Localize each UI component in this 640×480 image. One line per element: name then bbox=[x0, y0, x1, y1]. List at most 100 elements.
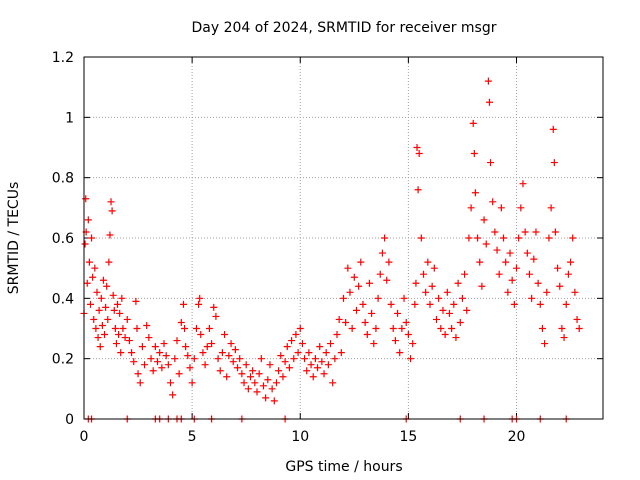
data-point bbox=[97, 294, 105, 302]
data-point bbox=[329, 379, 337, 387]
data-point bbox=[104, 315, 112, 323]
data-point bbox=[285, 364, 293, 372]
x-axis: 0 5 10 15 20 bbox=[80, 57, 525, 445]
y-tick-label: 1.2 bbox=[52, 50, 74, 66]
data-point bbox=[365, 279, 373, 287]
data-point bbox=[81, 240, 89, 248]
x-tick-label: 0 bbox=[80, 429, 89, 445]
data-point bbox=[277, 352, 285, 360]
data-point bbox=[470, 150, 478, 158]
data-point bbox=[558, 325, 566, 332]
data-point bbox=[491, 228, 499, 236]
data-point bbox=[560, 334, 568, 342]
data-point bbox=[301, 355, 309, 363]
data-point bbox=[199, 349, 207, 357]
data-point bbox=[225, 352, 233, 360]
data-point bbox=[162, 352, 170, 360]
data-point bbox=[435, 294, 443, 302]
data-point bbox=[461, 270, 469, 278]
data-point bbox=[94, 334, 102, 342]
data-point bbox=[519, 180, 527, 188]
data-point bbox=[532, 228, 540, 236]
data-point bbox=[426, 300, 434, 308]
data-point bbox=[288, 337, 296, 345]
data-point bbox=[370, 340, 378, 348]
data-point bbox=[234, 364, 242, 372]
data-point bbox=[247, 373, 255, 381]
data-point bbox=[489, 198, 497, 206]
data-point bbox=[83, 279, 91, 287]
y-tick-label: 0.8 bbox=[52, 171, 74, 187]
data-point bbox=[337, 349, 345, 357]
data-point bbox=[523, 249, 531, 257]
data-point bbox=[456, 318, 464, 326]
data-point bbox=[197, 331, 205, 339]
data-point bbox=[154, 358, 162, 366]
data-point bbox=[467, 204, 475, 212]
data-point bbox=[480, 216, 488, 224]
data-point bbox=[322, 349, 330, 357]
data-point bbox=[196, 294, 204, 302]
data-point bbox=[352, 306, 360, 314]
data-point bbox=[340, 294, 347, 302]
data-point bbox=[190, 355, 198, 363]
data-point bbox=[134, 370, 142, 378]
data-point bbox=[575, 325, 583, 332]
data-point bbox=[316, 343, 324, 351]
data-point bbox=[84, 216, 92, 224]
data-point bbox=[102, 303, 110, 311]
data-point bbox=[175, 370, 183, 378]
data-point bbox=[88, 234, 96, 242]
data-point bbox=[114, 300, 122, 308]
data-point bbox=[441, 331, 449, 339]
data-point bbox=[95, 306, 103, 314]
data-point bbox=[381, 234, 389, 242]
y-tick-label: 0 bbox=[65, 412, 74, 428]
data-point bbox=[156, 349, 164, 357]
data-point bbox=[350, 273, 358, 281]
data-point bbox=[500, 234, 508, 242]
data-point bbox=[106, 231, 114, 239]
data-point bbox=[262, 394, 270, 402]
data-point bbox=[91, 264, 99, 272]
data-point bbox=[404, 331, 412, 339]
data-point bbox=[571, 288, 579, 296]
data-point bbox=[251, 379, 259, 387]
data-point bbox=[133, 325, 141, 332]
data-point bbox=[86, 300, 94, 308]
x-axis-label: GPS time / hours bbox=[285, 459, 402, 475]
data-points bbox=[80, 77, 583, 423]
data-point bbox=[231, 346, 239, 354]
data-point bbox=[396, 349, 404, 357]
data-point bbox=[567, 258, 575, 266]
data-point bbox=[368, 309, 376, 317]
data-point bbox=[448, 325, 456, 332]
data-point bbox=[93, 288, 101, 296]
data-point bbox=[389, 325, 397, 332]
data-point bbox=[510, 300, 518, 308]
data-point bbox=[502, 258, 510, 266]
data-point bbox=[420, 270, 428, 278]
data-point bbox=[528, 294, 536, 302]
data-point bbox=[117, 349, 125, 357]
data-point bbox=[383, 276, 391, 284]
data-point bbox=[283, 343, 291, 351]
data-point bbox=[290, 355, 298, 363]
data-point bbox=[266, 361, 274, 369]
data-point bbox=[493, 246, 501, 254]
data-point bbox=[508, 276, 516, 284]
data-point bbox=[112, 340, 120, 348]
data-point bbox=[413, 144, 421, 151]
data-point bbox=[105, 258, 113, 266]
data-point bbox=[551, 228, 559, 236]
data-point bbox=[359, 300, 367, 308]
data-point bbox=[564, 270, 572, 278]
data-point bbox=[164, 361, 172, 369]
data-point bbox=[320, 370, 328, 378]
data-point bbox=[318, 358, 326, 366]
data-point bbox=[454, 279, 462, 287]
data-point bbox=[227, 340, 235, 348]
data-point bbox=[525, 270, 533, 278]
data-point bbox=[545, 234, 553, 242]
